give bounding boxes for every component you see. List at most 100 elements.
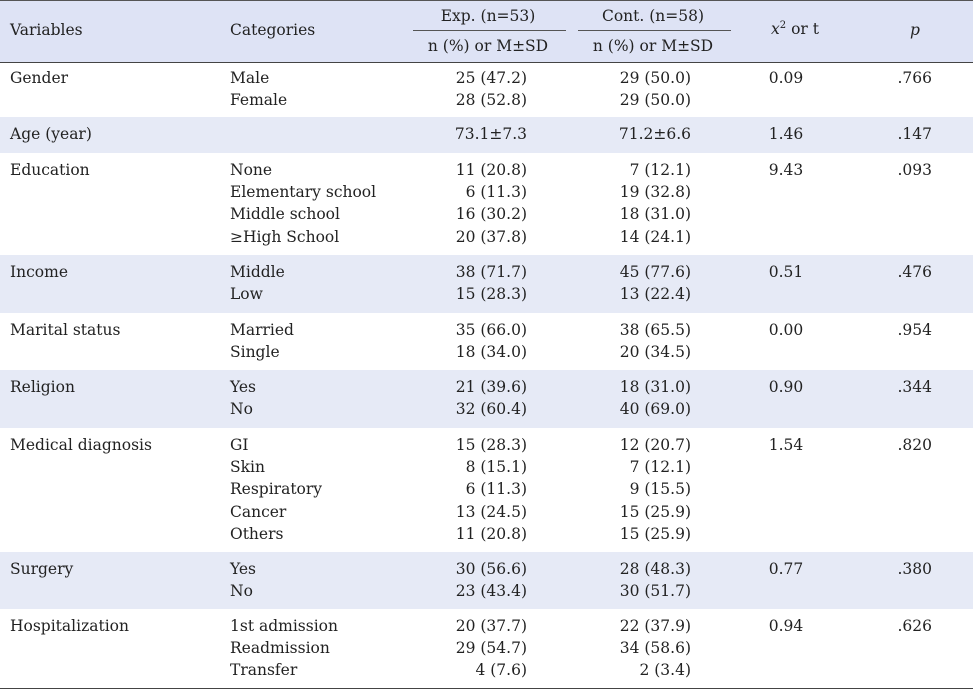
row-cont-value: 2 (3.4) [639, 661, 691, 680]
row-category: Middle [230, 263, 285, 281]
row-category: Female [230, 91, 288, 110]
row-exp-value: 35 (66.0) [455, 321, 527, 339]
row-cont-value: 45 (77.6) [619, 263, 691, 281]
row-stat: 0.51 [768, 263, 804, 281]
row-category: 1st admission [230, 617, 338, 635]
header-stat: x2 or t [771, 20, 819, 39]
row-cont-value: 29 (50.0) [619, 69, 691, 87]
row-variable: Gender [10, 69, 69, 87]
row-p-value: .626 [897, 617, 932, 635]
row-category: Married [230, 321, 294, 339]
row-exp-value: 20 (37.8) [455, 227, 527, 246]
row-category: Elementary school [230, 183, 377, 202]
row-stat: 0.09 [768, 69, 804, 87]
row-exp-value: 28 (52.8) [455, 91, 527, 110]
row-exp-value: 13 (24.5) [455, 502, 527, 521]
row-cont-value: 18 (31.0) [619, 205, 691, 224]
row-category: No [230, 400, 253, 419]
row-variable: Religion [10, 378, 75, 396]
table-row: Surgery Yes No 30 (56.6) 23 (43.4) 28 (48.3) 3… [0, 552, 973, 609]
row-stat: 1.54 [768, 436, 804, 454]
row-exp-value: 20 (37.7) [455, 617, 527, 635]
row-p-value: .820 [897, 436, 932, 454]
row-cont-value: 15 (25.9) [619, 502, 691, 521]
row-cont-value: 9 (15.5) [629, 480, 691, 499]
row-p-value: .380 [897, 560, 932, 578]
header-variables: Variables [10, 21, 83, 39]
row-cont-value: 38 (65.5) [619, 321, 691, 339]
row-cont-value: 20 (34.5) [619, 343, 691, 362]
header-cont-underline [578, 30, 731, 31]
row-cont-value: 30 (51.7) [619, 582, 691, 601]
row-cont-value: 7 (12.1) [629, 458, 691, 477]
row-exp-value: 11 (20.8) [455, 524, 527, 543]
row-cont-value: 29 (50.0) [619, 91, 691, 110]
row-category: Male [230, 69, 270, 87]
row-variable: Medical diagnosis [10, 436, 152, 454]
row-variable: Marital status [10, 321, 121, 339]
row-exp-value: 8 (15.1) [465, 458, 527, 477]
row-stat: 0.94 [768, 617, 804, 635]
row-cont-value: 22 (37.9) [619, 617, 691, 635]
row-exp-value: 38 (71.7) [455, 263, 527, 281]
row-category: Skin [230, 458, 265, 477]
row-stat: 0.00 [768, 321, 804, 339]
row-stat: 0.90 [768, 378, 804, 396]
table-row: Medical diagnosis GI Skin Respiratory Cancer… [0, 428, 973, 552]
row-cont-value: 12 (20.7) [619, 436, 691, 454]
row-exp-value: 6 (11.3) [465, 183, 527, 202]
table-row: Gender Male Female 25 (47.2) 28 (52.8) 29 (50… [0, 61, 973, 117]
table-row: Hospitalization 1st admission Readmission T… [0, 609, 973, 688]
row-variable: Surgery [10, 560, 74, 578]
row-exp-value: 16 (30.2) [455, 205, 527, 224]
row-cont-value: 71.2±6.6 [618, 125, 691, 143]
row-p-value: .954 [897, 321, 932, 339]
table-row: Income Middle Low 38 (71.7) 15 (28.3) 45 (77.… [0, 255, 973, 313]
row-category: None [230, 161, 273, 179]
header-cont-sub: n (%) or M±SD [592, 37, 714, 55]
row-p-value: .344 [897, 378, 932, 396]
row-cont-value: 7 (12.1) [629, 161, 691, 179]
row-p-value: .766 [897, 69, 932, 87]
table-row: Age (year) 73.1±7.3 71.2±6.6 1.46 .147 [0, 117, 973, 153]
row-variable: Income [10, 263, 68, 281]
row-stat: 1.46 [768, 125, 804, 143]
row-exp-value: 30 (56.6) [455, 560, 527, 578]
row-exp-value: 6 (11.3) [465, 480, 527, 499]
table-row: Marital status Married Single 35 (66.0) 18 (… [0, 313, 973, 370]
header-categories: Categories [230, 21, 316, 39]
row-category: No [230, 582, 253, 601]
row-category: Middle school [230, 205, 340, 224]
row-category: Cancer [230, 502, 287, 521]
row-cont-value: 18 (31.0) [619, 378, 691, 396]
row-category: ≥High School [230, 227, 340, 246]
table-bottom-rule [0, 688, 973, 689]
row-p-value: .093 [897, 161, 932, 179]
row-variable: Age (year) [10, 125, 92, 143]
row-category: Single [230, 343, 280, 362]
row-p-value: .476 [897, 263, 932, 281]
row-category: Yes [230, 378, 257, 396]
table-row: Education None Elementary school Middle sch… [0, 153, 973, 255]
row-cont-value: 15 (25.9) [619, 524, 691, 543]
row-category: Readmission [230, 639, 330, 658]
row-stat: 0.77 [768, 560, 804, 578]
row-category: Respiratory [230, 480, 323, 499]
row-cont-value: 34 (58.6) [619, 639, 691, 658]
row-exp-value: 18 (34.0) [455, 343, 527, 362]
row-exp-value: 73.1±7.3 [454, 125, 527, 143]
row-category: Low [230, 285, 263, 304]
row-category: Others [230, 524, 284, 543]
row-exp-value: 25 (47.2) [455, 69, 527, 87]
row-cont-value: 13 (22.4) [619, 285, 691, 304]
row-exp-value: 21 (39.6) [455, 378, 527, 396]
row-exp-value: 11 (20.8) [455, 161, 527, 179]
row-exp-value: 4 (7.6) [475, 661, 527, 680]
header-exp-group: Exp. (n=53) [440, 7, 536, 25]
row-cont-value: 14 (24.1) [619, 227, 691, 246]
row-cont-value: 40 (69.0) [619, 400, 691, 419]
row-category: GI [230, 436, 249, 454]
header-exp-sub: n (%) or M±SD [427, 37, 549, 55]
table-header: Variables Categories Exp. (n=53) n (%) o… [0, 0, 973, 63]
row-variable: Education [10, 161, 90, 179]
